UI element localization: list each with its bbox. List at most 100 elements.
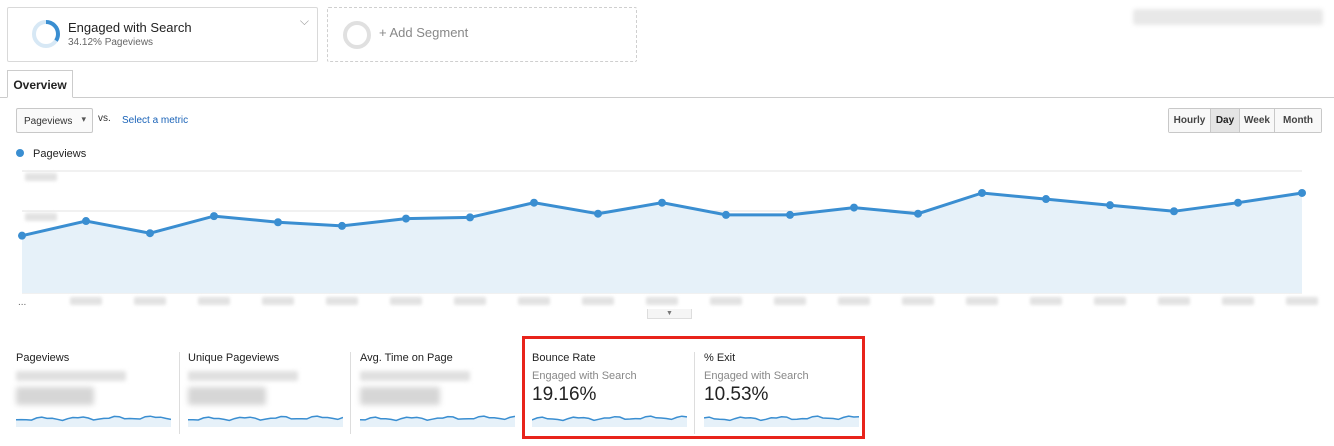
metric-name: Pageviews bbox=[16, 352, 70, 364]
metric-divider bbox=[350, 352, 351, 434]
metric-divider bbox=[694, 352, 695, 434]
legend-dot-icon bbox=[16, 149, 24, 157]
metric-segment-label: Engaged with Search bbox=[532, 370, 637, 382]
data-point bbox=[146, 229, 154, 238]
sparkline-line bbox=[188, 415, 343, 422]
x-tick-label-redacted bbox=[1158, 297, 1190, 305]
series-area bbox=[22, 193, 1302, 293]
data-point bbox=[914, 209, 922, 218]
vs-label: vs. bbox=[98, 113, 111, 124]
metric-value-redacted bbox=[16, 387, 94, 405]
metric-segment-label-redacted bbox=[188, 371, 298, 381]
metric-segment-label-redacted bbox=[360, 371, 470, 381]
x-tick-label-redacted bbox=[70, 297, 102, 305]
metric-pageviews: Pageviews bbox=[16, 345, 171, 435]
metric-value-redacted bbox=[188, 387, 266, 405]
segment-name: Engaged with Search bbox=[68, 20, 192, 35]
sparkline bbox=[16, 415, 171, 427]
x-tick-label-redacted bbox=[1030, 297, 1062, 305]
metric-name: Bounce Rate bbox=[532, 352, 596, 364]
data-point bbox=[530, 198, 538, 207]
sparkline bbox=[360, 415, 515, 427]
highlight-box bbox=[522, 336, 865, 439]
x-tick-label-redacted bbox=[198, 297, 230, 305]
metric-value: 10.53% bbox=[704, 384, 769, 405]
metric-dropdown-value: Pageviews bbox=[24, 116, 73, 127]
x-axis-ellipsis: ... bbox=[18, 297, 26, 308]
segment-share-donut-icon bbox=[32, 20, 60, 48]
caret-down-icon[interactable]: ▼ bbox=[647, 309, 692, 319]
data-point bbox=[274, 218, 282, 227]
sparkline-area bbox=[360, 416, 515, 427]
segment-card-engaged-with-search[interactable]: Engaged with Search 34.12% Pageviews ⌵ bbox=[7, 7, 318, 62]
day-button[interactable]: Day bbox=[1211, 109, 1240, 132]
data-point bbox=[978, 188, 986, 197]
metric-name: % Exit bbox=[704, 352, 736, 364]
x-tick-label-redacted bbox=[1222, 297, 1254, 305]
week-button[interactable]: Week bbox=[1240, 109, 1275, 132]
x-tick-label-redacted bbox=[582, 297, 614, 305]
data-point bbox=[850, 203, 858, 212]
empty-segment-circle-icon bbox=[343, 21, 371, 49]
dropdown-caret-icon: ▾ bbox=[81, 114, 86, 124]
x-tick-label-redacted bbox=[454, 297, 486, 305]
data-point bbox=[1170, 207, 1178, 216]
data-point bbox=[210, 212, 218, 221]
metric-avg-time-on-page: Avg. Time on Page bbox=[360, 345, 515, 435]
data-point bbox=[1042, 195, 1050, 204]
metric-name: Avg. Time on Page bbox=[360, 352, 453, 364]
sparkline-area bbox=[532, 416, 687, 427]
tab-overview[interactable]: Overview bbox=[7, 70, 73, 98]
sparkline bbox=[704, 415, 859, 427]
metric-dropdown[interactable]: Pageviews ▾ bbox=[16, 108, 93, 133]
sparkline bbox=[188, 415, 343, 427]
chart-legend: Pageviews bbox=[16, 148, 86, 160]
x-tick-label-redacted bbox=[518, 297, 550, 305]
x-tick-label-redacted bbox=[774, 297, 806, 305]
sparkline-area bbox=[704, 416, 859, 427]
sparkline-area bbox=[188, 416, 343, 427]
x-tick-label-redacted bbox=[966, 297, 998, 305]
y-tick-label-redacted bbox=[25, 173, 57, 181]
x-tick-label-redacted bbox=[710, 297, 742, 305]
sparkline bbox=[532, 415, 687, 427]
x-tick-label-redacted bbox=[646, 297, 678, 305]
sparkline-line bbox=[16, 415, 171, 422]
x-tick-label-redacted bbox=[1286, 297, 1318, 305]
add-segment-label: + Add Segment bbox=[379, 25, 469, 40]
x-tick-label-redacted bbox=[326, 297, 358, 305]
data-point bbox=[402, 214, 410, 223]
data-point bbox=[82, 217, 90, 226]
x-tick-label-redacted bbox=[262, 297, 294, 305]
select-metric-link[interactable]: Select a metric bbox=[122, 115, 189, 126]
data-point bbox=[338, 221, 346, 230]
data-point bbox=[1234, 198, 1242, 207]
hourly-button[interactable]: Hourly bbox=[1169, 109, 1211, 132]
sparkline-line bbox=[704, 415, 859, 422]
metric-percent-exit: % Exit Engaged with Search 10.53% bbox=[704, 345, 859, 435]
x-tick-label-redacted bbox=[134, 297, 166, 305]
y-tick-label-redacted bbox=[25, 213, 57, 221]
x-tick-label-redacted bbox=[902, 297, 934, 305]
chevron-down-icon[interactable]: ⌵ bbox=[299, 14, 309, 28]
pageviews-chart: ... bbox=[18, 170, 1318, 308]
metric-segment-label-redacted bbox=[16, 371, 126, 381]
legend-label: Pageviews bbox=[33, 148, 87, 160]
data-point bbox=[786, 210, 794, 219]
data-point bbox=[594, 209, 602, 218]
data-point bbox=[722, 210, 730, 219]
data-point bbox=[658, 198, 666, 207]
metric-name: Unique Pageviews bbox=[188, 352, 280, 364]
data-point bbox=[1106, 201, 1114, 210]
metric-segment-label: Engaged with Search bbox=[704, 370, 809, 382]
sparkline-line bbox=[532, 415, 687, 422]
metric-bounce-rate: Bounce Rate Engaged with Search 19.16% bbox=[532, 345, 687, 435]
metric-divider bbox=[179, 352, 180, 434]
add-segment-button[interactable]: + Add Segment bbox=[327, 7, 637, 62]
tab-divider bbox=[0, 97, 1334, 98]
date-range-picker[interactable] bbox=[1133, 9, 1323, 25]
x-tick-label-redacted bbox=[390, 297, 422, 305]
month-button[interactable]: Month bbox=[1275, 109, 1321, 132]
sparkline-line bbox=[360, 415, 515, 422]
x-tick-label-redacted bbox=[838, 297, 870, 305]
